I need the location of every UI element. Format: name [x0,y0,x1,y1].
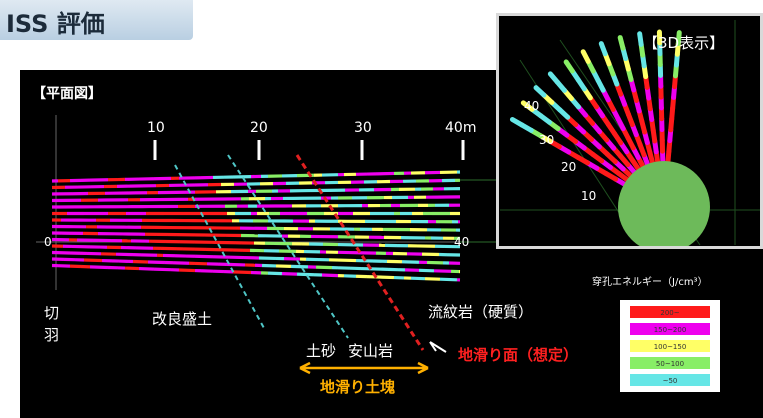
borehole-segment [424,277,441,281]
legend-swatch [630,323,710,335]
borehole-segment [232,270,252,275]
scale-tick-label: 10 [147,120,165,136]
3d-borehole-group [509,29,682,187]
inset-connector-lines [460,179,500,243]
plan-view-label: 【平面図】 [32,86,102,102]
borehole-segment [321,273,339,278]
borehole-segment [375,275,395,280]
3d-borehole-segment [598,41,608,57]
legend-item-label: 50~100 [656,360,684,368]
scale-tick-label: 20 [250,120,268,136]
scale-tick-label: 30 [354,120,372,136]
scale-tick-label: 40m [445,120,476,136]
inset-tick-label: 10 [581,189,596,203]
borehole-segment [290,264,309,269]
3d-borehole-segment [547,71,560,85]
borehole-segment [369,267,389,271]
legend-item-label: 150~200 [654,326,687,334]
legend-item-label: ~50 [663,377,678,385]
legend-item-label: 100~150 [654,343,687,351]
title-banner: ISS 評価 [0,0,193,40]
face-label: 切 [44,304,59,322]
legend-swatch [630,374,710,386]
borehole-segment [89,265,109,270]
tunnel-face-circle [618,161,710,246]
inset-tick-label: 30 [539,133,554,147]
rhyolite-label: 流紋岩（硬質） [428,303,533,321]
borehole-segment [439,277,458,282]
plan-view-svg: 【平面図】 10 20 30 40m 0 40 [32,86,720,396]
borehole-segment [281,272,298,276]
3d-borehole-segment [637,31,644,47]
legend-swatch [630,357,710,369]
borehole-segment [138,266,155,271]
3d-borehole-segment [617,35,626,51]
3d-view-panel: 【3D表示】 40 30 20 10 [496,13,763,249]
legend-swatch [630,340,710,352]
borehole-segment [296,272,315,277]
3d-view-svg: 【3D表示】 40 30 20 10 [500,20,760,246]
borehole-segment [83,258,103,263]
legend-item-label: 200~ [660,309,679,317]
slip-surface-label: 地滑り面（想定） [458,346,578,364]
legend-title: 穿孔エネルギー（J/cm³） [592,275,708,288]
forty-label: 40 [454,235,469,249]
3d-borehole-segment [533,85,547,98]
page-title: ISS 評価 [6,10,105,38]
borehole-segment [153,267,172,272]
borehole-segment [147,260,166,265]
3d-borehole-segment [520,100,535,112]
legend-items: 200~ 150~200 100~150 50~100 ~50 [630,306,710,386]
3d-borehole-segment [563,59,575,74]
face-label: 羽 [44,326,59,344]
legend-swatch [630,306,710,318]
improved-fill-label: 改良盛土 [152,310,212,328]
borehole-segment [433,269,452,273]
3d-borehole-segment [580,49,591,64]
soil-sand-label: 土砂 [306,342,336,360]
3d-borehole-segment [509,117,525,128]
inset-tick-label: 40 [524,99,539,113]
slip-arrow-icon [429,341,447,353]
inset-tick-label: 20 [561,160,576,174]
scale-tick-marks [153,140,465,160]
borehole-segment [226,262,246,267]
borehole-segment [178,268,196,273]
origin-label: 0 [44,235,52,249]
andesite-label: 安山岩 [348,342,393,360]
block-range-arrow-icon [299,361,429,375]
fill-boundary-line [174,164,266,331]
borehole-group [51,170,461,282]
slip-surface-line [295,154,425,351]
landslide-block-label: 地滑り土塊 [320,378,395,396]
3d-borehole-segment [675,30,682,46]
3d-view-label: 【3D表示】 [643,34,724,52]
sand-boundary-line [227,154,349,339]
